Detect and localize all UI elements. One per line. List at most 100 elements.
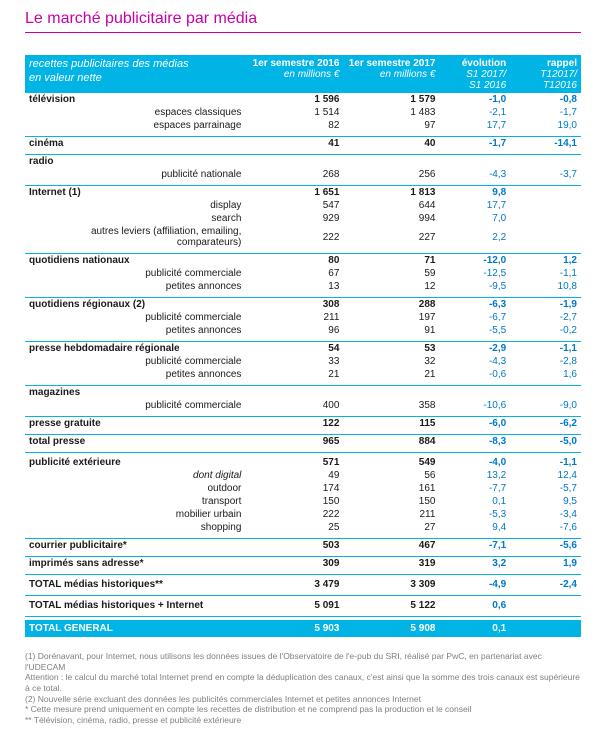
footnote-line: ** Télévision, cinéma, radio, presse et … <box>25 715 581 726</box>
cell-s2: 549 <box>343 456 439 469</box>
table-row: TOTAL médias historiques + Internet5 091… <box>25 599 581 612</box>
table-row: Internet (1)1 6511 8139,8 <box>25 186 581 200</box>
table-row: petites annonces9691-5,5-0,2 <box>25 324 581 337</box>
cell-ev: -7,7 <box>439 482 510 495</box>
cell-label: search <box>25 212 247 225</box>
cell-s2: 71 <box>343 254 439 268</box>
table-row: mobilier urbain222211-5,3-3,4 <box>25 508 581 521</box>
cell-s2: 53 <box>343 342 439 356</box>
cell-ra: -6,2 <box>510 417 581 431</box>
cell-s2: 97 <box>343 119 439 132</box>
cell-ev: -12,5 <box>439 267 510 280</box>
cell-s2: 197 <box>343 311 439 324</box>
cell-label: quotidiens régionaux (2) <box>25 298 247 312</box>
cell-label: petites annonces <box>25 324 247 337</box>
cell-label: quotidiens nationaux <box>25 254 247 268</box>
cell-ra: -5,7 <box>510 482 581 495</box>
cell-s1: 33 <box>247 355 343 368</box>
cell-s2: 40 <box>343 137 439 151</box>
header-ra-l1: T12017/ <box>540 69 577 80</box>
cell-ra: 19,0 <box>510 119 581 132</box>
cell-s2: 467 <box>343 539 439 553</box>
cell-s2 <box>343 155 439 169</box>
cell-ra <box>510 199 581 212</box>
cell-s1: 13 <box>247 280 343 293</box>
cell-s1: 211 <box>247 311 343 324</box>
cell-s1: 268 <box>247 168 343 181</box>
cell-ev: -2,1 <box>439 106 510 119</box>
cell-label: presse gratuite <box>25 417 247 431</box>
cell-ra: 1,2 <box>510 254 581 268</box>
cell-ev: -4,0 <box>439 456 510 469</box>
cell-label: espaces classiques <box>25 106 247 119</box>
cell-s1: 21 <box>247 368 343 381</box>
cell-ev <box>439 155 510 169</box>
header-ra-l2: T12016 <box>543 80 577 91</box>
cell-label: publicité nationale <box>25 168 247 181</box>
cell-s2: 1 579 <box>343 93 439 106</box>
cell-ra: -1,1 <box>510 267 581 280</box>
table-row: publicité commerciale6759-12,5-1,1 <box>25 267 581 280</box>
table-row: radio <box>25 155 581 169</box>
cell-ra: -2,4 <box>510 578 581 591</box>
cell-ra: 1,9 <box>510 557 581 571</box>
cell-ev: 13,2 <box>439 469 510 482</box>
cell-ev: -1,7 <box>439 137 510 151</box>
cell-s2: 91 <box>343 324 439 337</box>
header-ra: rappel T12017/ T12016 <box>510 55 581 93</box>
cell-label: publicité commerciale <box>25 267 247 280</box>
cell-s1: 222 <box>247 225 343 249</box>
cell-label: outdoor <box>25 482 247 495</box>
cell-ra: -0,2 <box>510 324 581 337</box>
cell-ev: -2,9 <box>439 342 510 356</box>
cell-label: display <box>25 199 247 212</box>
cell-s1: 503 <box>247 539 343 553</box>
cell-s2: 150 <box>343 495 439 508</box>
cell-ra <box>510 599 581 612</box>
table-header-row: recettes publicitaires des médias en val… <box>25 55 581 93</box>
cell-s1: 67 <box>247 267 343 280</box>
cell-s2: 56 <box>343 469 439 482</box>
cell-label: cinéma <box>25 137 247 151</box>
table-row: magazines <box>25 386 581 400</box>
cell-ev <box>439 386 510 400</box>
table-row: publicité extérieure571549-4,0-1,1 <box>25 456 581 469</box>
table-row: télévision1 5961 579-1,0-0,8 <box>25 93 581 106</box>
cell-s2: 256 <box>343 168 439 181</box>
table-row: total presse965884-8,3-5,0 <box>25 435 581 449</box>
cell-ev: -4,3 <box>439 168 510 181</box>
table-row: imprimés sans adresse*3093193,21,9 <box>25 557 581 571</box>
cell-s2: 644 <box>343 199 439 212</box>
cell-s2: 994 <box>343 212 439 225</box>
footnote-line: Attention : le calcul du marché total In… <box>25 672 581 693</box>
cell-ra: -2,7 <box>510 311 581 324</box>
cell-s1: 122 <box>247 417 343 431</box>
table-row: publicité commerciale400358-10,6-9,0 <box>25 399 581 412</box>
cell-ra: 1,6 <box>510 368 581 381</box>
header-left-1: recettes publicitaires des médias <box>29 58 189 70</box>
cell-s1: 5 903 <box>247 620 343 637</box>
cell-ev: -4,9 <box>439 578 510 591</box>
page-title: Le marché publicitaire par média <box>25 10 581 33</box>
table-row: petites annonces1312-9,510,8 <box>25 280 581 293</box>
cell-label: imprimés sans adresse* <box>25 557 247 571</box>
table-row: TOTAL GENERAL5 9035 9080,1 <box>25 620 581 637</box>
cell-s2: 3 309 <box>343 578 439 591</box>
table-row: shopping25279,4-7,6 <box>25 521 581 534</box>
cell-ev: 7,0 <box>439 212 510 225</box>
table-row: quotidiens nationaux8071-12,01,2 <box>25 254 581 268</box>
table-row: search9299947,0 <box>25 212 581 225</box>
table-row: courrier publicitaire*503467-7,1-5,6 <box>25 539 581 553</box>
cell-ra <box>510 155 581 169</box>
cell-label: publicité commerciale <box>25 355 247 368</box>
cell-ev: -10,6 <box>439 399 510 412</box>
cell-ev: 0,1 <box>439 495 510 508</box>
header-s1-title: 1er semestre 2016 <box>253 58 340 69</box>
footnote-line: (2) Nouvelle série excluant des données … <box>25 694 581 705</box>
table-row: publicité commerciale3332-4,3-2,8 <box>25 355 581 368</box>
cell-s2: 115 <box>343 417 439 431</box>
data-table: recettes publicitaires des médias en val… <box>25 55 581 637</box>
cell-s1: 400 <box>247 399 343 412</box>
header-ra-top: rappel <box>514 58 577 69</box>
cell-ra: -9,0 <box>510 399 581 412</box>
